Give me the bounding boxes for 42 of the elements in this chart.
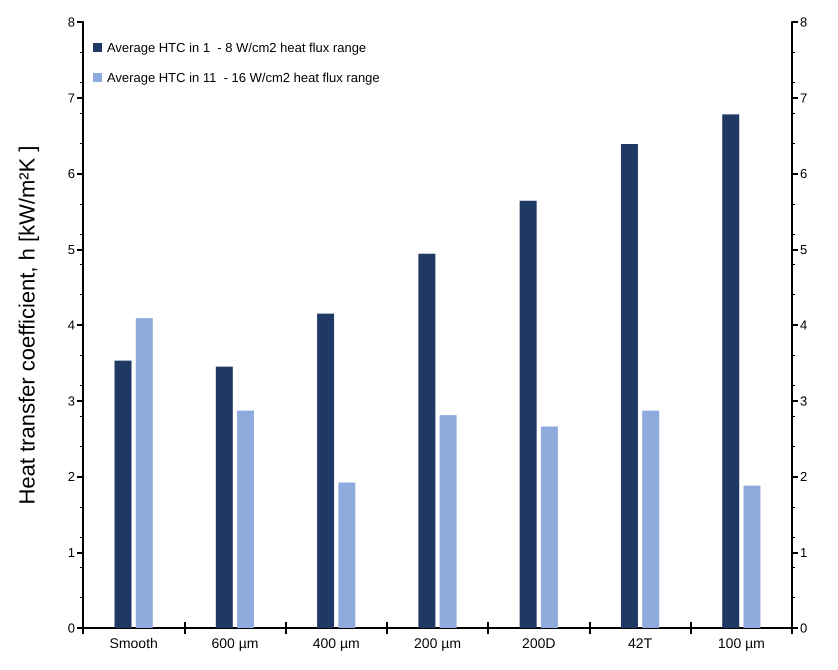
- y2-tick-label: 8: [800, 14, 808, 30]
- x-tick-label: 100 µm: [718, 635, 765, 651]
- bar: [520, 200, 537, 628]
- bar: [642, 410, 660, 628]
- legend-label: Average HTC in 1 - 8 W/cm2 heat flux range: [107, 40, 366, 55]
- y-tick-label: 4: [68, 318, 75, 332]
- bar: [216, 366, 233, 628]
- bar: [540, 426, 558, 628]
- y-tick-label: 8: [68, 14, 75, 30]
- y-tick-label: 6: [68, 166, 75, 181]
- legend-label: Average HTC in 11 - 16 W/cm2 heat flux range: [107, 70, 380, 85]
- bar: [620, 144, 638, 628]
- y-tick-label: 2: [68, 469, 75, 484]
- y-tick-label: 0: [68, 620, 75, 636]
- y2-tick-label: 0: [800, 620, 808, 636]
- bar: [237, 410, 254, 628]
- y-tick-label: 5: [68, 242, 75, 257]
- x-tick-label: 600 µm: [211, 635, 258, 651]
- y-tick-label: 1: [68, 544, 75, 560]
- x-tick-label: 400 µm: [312, 635, 360, 651]
- bar: [114, 360, 132, 628]
- bar: [440, 415, 457, 628]
- y2-tick-label: 7: [800, 90, 808, 106]
- x-tick-label: 42T: [628, 635, 653, 651]
- bar: [418, 254, 436, 628]
- x-tick-label: Smooth: [110, 635, 158, 651]
- bar: [317, 314, 334, 628]
- y2-tick-label: 1: [800, 544, 808, 560]
- bar: [338, 482, 356, 628]
- bar: [722, 114, 740, 628]
- bar: [743, 486, 760, 628]
- y-tick-label: 3: [68, 393, 75, 408]
- y2-tick-label: 5: [800, 242, 808, 257]
- y2-tick-label: 6: [800, 166, 808, 181]
- y2-tick-label: 3: [800, 393, 808, 408]
- y-tick-label: 7: [68, 90, 75, 106]
- bar: [136, 318, 153, 628]
- y2-tick-label: 2: [800, 469, 808, 484]
- y2-tick-label: 4: [800, 318, 808, 332]
- x-tick-label: 200D: [522, 635, 556, 651]
- x-tick-label: 200 µm: [414, 635, 461, 651]
- y-axis-title: Heat transfer coefficient, h [kW/m²K ]: [14, 145, 40, 505]
